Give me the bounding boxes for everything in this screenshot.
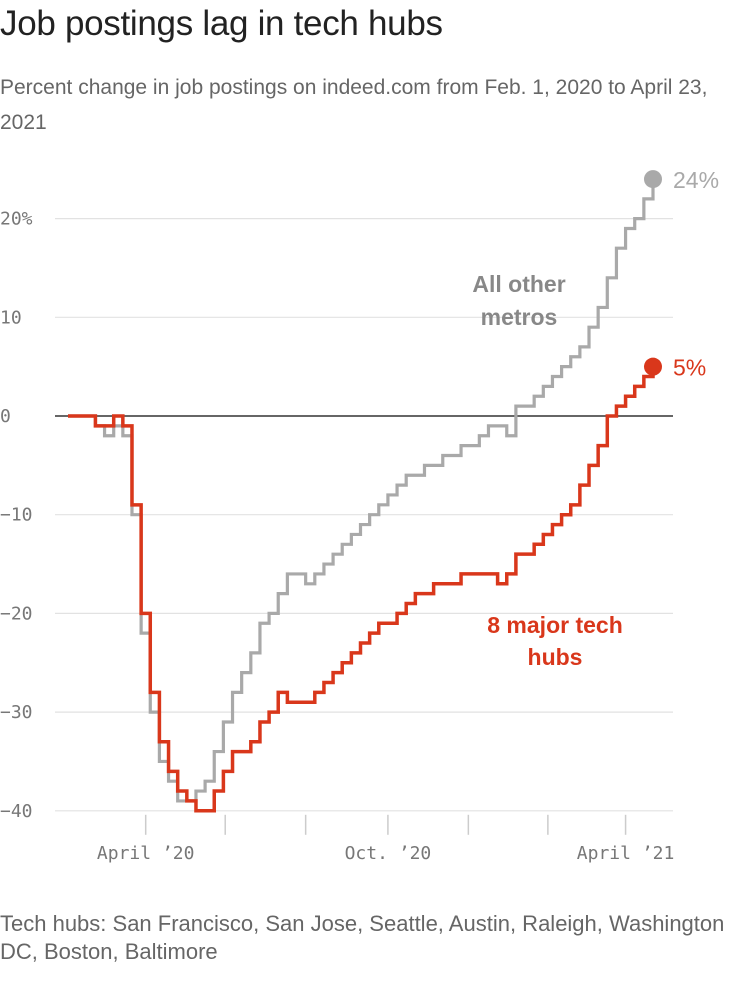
series-line-tech [68,366,655,813]
x-axis-ticks: April ’20 Oct. ’20 April ’21 [97,814,675,864]
series-annotations: All other metros 8 major tech hubs [472,271,622,670]
chart-title: Job postings lag in tech hubs [0,4,443,43]
series-end-dot-tech [644,357,662,376]
y-axis-ticks: 20% 10 0 −10 −20 −30 −40 [0,209,33,822]
footnote: Tech hubs: San Francisco, San Jose, Seat… [0,911,725,964]
chart-subtitle: Percent change in job postings on indeed… [0,76,708,134]
y-tick-label: 10 [0,307,22,328]
line-chart: 20%100−10−20−30−40 April ’20 Oct. ’20 Apri… [0,167,719,864]
series-end-label-other: 24% [673,167,719,193]
y-tick-label: −10 [0,505,33,526]
grid-lines [55,217,673,812]
y-tick-label: −20 [0,603,33,624]
y-tick-label: −30 [0,702,33,723]
series-end-dot-other [644,170,662,189]
series-label-other: metros [481,304,558,330]
series-label-other: All other [472,271,565,297]
y-tick-label: −40 [0,801,33,822]
series-label-tech: 8 major tech [487,612,623,638]
y-tick-label: 20% [0,209,33,230]
y-tick-label: 0 [0,406,11,427]
series-label-tech: hubs [528,644,583,670]
series-end-label-tech: 5% [673,355,706,381]
x-tick-label: April ’21 [577,843,675,864]
x-tick-label: Oct. ’20 [345,843,432,864]
series-lines: 24% 5% [68,167,719,813]
x-tick-label: April ’20 [97,843,195,864]
